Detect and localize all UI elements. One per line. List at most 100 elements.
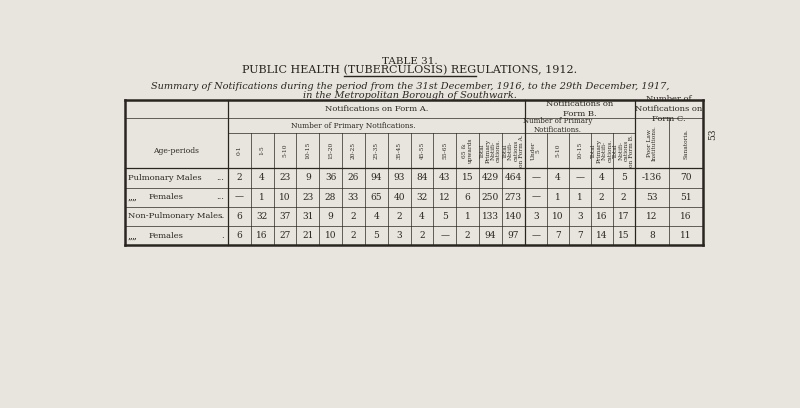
Text: —: — [234, 193, 244, 202]
Text: Number of Primary Notifications.: Number of Primary Notifications. [291, 122, 416, 130]
Text: 17: 17 [618, 212, 630, 221]
Text: 25-35: 25-35 [374, 142, 378, 159]
Text: 9: 9 [305, 173, 310, 182]
Text: 20-25: 20-25 [351, 142, 356, 159]
Text: Poor Law
Institutions.: Poor Law Institutions. [646, 125, 657, 161]
Text: Total
Notifi-
cations
on Form B.: Total Notifi- cations on Form B. [613, 134, 634, 167]
Text: ...: ... [216, 174, 224, 182]
Text: .: . [222, 232, 224, 239]
Text: 53: 53 [646, 193, 658, 202]
Text: 40: 40 [394, 193, 405, 202]
Text: Number of Primary
Notifications.: Number of Primary Notifications. [523, 117, 593, 135]
Text: 2: 2 [465, 231, 470, 240]
Text: 4: 4 [555, 173, 561, 182]
Text: Non-Pulmonary Males: Non-Pulmonary Males [128, 213, 222, 220]
Text: 6: 6 [237, 212, 242, 221]
Text: 464: 464 [505, 173, 522, 182]
Text: Notifications on Form A.: Notifications on Form A. [325, 105, 428, 113]
Text: 3: 3 [396, 231, 402, 240]
Text: „„: „„ [128, 231, 138, 240]
Text: 5-10: 5-10 [555, 144, 560, 157]
Text: 429: 429 [482, 173, 499, 182]
Text: „„: „„ [128, 193, 138, 202]
Text: Pulmonary Males: Pulmonary Males [128, 174, 202, 182]
Text: 10: 10 [325, 231, 336, 240]
Text: 84: 84 [416, 173, 428, 182]
Text: Age-periods: Age-periods [154, 146, 199, 155]
Text: 43: 43 [439, 173, 450, 182]
Text: 2: 2 [621, 193, 626, 202]
Text: 15: 15 [618, 231, 630, 240]
Text: 2: 2 [237, 173, 242, 182]
Text: 6: 6 [237, 231, 242, 240]
Text: 36: 36 [325, 173, 336, 182]
Text: 70: 70 [680, 173, 692, 182]
Text: 26: 26 [348, 173, 359, 182]
Text: 12: 12 [439, 193, 450, 202]
Text: 2: 2 [350, 231, 356, 240]
Text: 12: 12 [646, 212, 658, 221]
Text: 2: 2 [599, 193, 605, 202]
Text: 65: 65 [370, 193, 382, 202]
Text: 3: 3 [533, 212, 538, 221]
Text: 32: 32 [257, 212, 268, 221]
Text: 3: 3 [577, 212, 582, 221]
Text: ..: .. [218, 213, 224, 220]
Text: 53: 53 [709, 128, 718, 140]
Text: 10-15: 10-15 [578, 142, 582, 159]
Text: —: — [531, 231, 540, 240]
Text: 2: 2 [396, 212, 402, 221]
Text: 28: 28 [325, 193, 336, 202]
Text: 2: 2 [350, 212, 356, 221]
Text: Total
Notifi-
cations
on Form A.: Total Notifi- cations on Form A. [502, 134, 524, 167]
Text: 32: 32 [416, 193, 427, 202]
Text: 140: 140 [505, 212, 522, 221]
Text: 10-15: 10-15 [306, 142, 310, 159]
Text: 65 &
upwards: 65 & upwards [462, 138, 473, 163]
Text: —: — [531, 193, 540, 202]
Text: 1-5: 1-5 [260, 146, 265, 155]
Text: 5: 5 [442, 212, 448, 221]
Text: 14: 14 [596, 231, 607, 240]
Text: 4: 4 [374, 212, 379, 221]
Text: 23: 23 [279, 173, 290, 182]
Text: 8: 8 [649, 231, 654, 240]
Text: -136: -136 [642, 173, 662, 182]
Text: Females: Females [148, 232, 183, 239]
Text: 4: 4 [419, 212, 425, 221]
Text: 51: 51 [680, 193, 692, 202]
Text: —: — [440, 231, 450, 240]
Text: 97: 97 [507, 231, 519, 240]
Text: 7: 7 [555, 231, 561, 240]
Text: 1: 1 [465, 212, 470, 221]
Text: 1: 1 [577, 193, 582, 202]
Text: 9: 9 [328, 212, 334, 221]
Text: Summary of Notifications during the period from the 31st December, 1916, to the : Summary of Notifications during the peri… [150, 82, 670, 91]
Text: 10: 10 [552, 212, 563, 221]
Text: PUBLIC HEALTH (TUBERCULOSIS) REGULATIONS, 1912.: PUBLIC HEALTH (TUBERCULOSIS) REGULATIONS… [242, 65, 578, 75]
Text: Females: Females [148, 193, 183, 201]
Text: 94: 94 [485, 231, 496, 240]
Text: 16: 16 [596, 212, 607, 221]
Text: 35-45: 35-45 [397, 142, 402, 159]
Text: Sanatoria.: Sanatoria. [683, 128, 688, 159]
Text: 16: 16 [256, 231, 268, 240]
Text: 37: 37 [279, 212, 290, 221]
Text: 5-10: 5-10 [282, 144, 287, 157]
Text: 23: 23 [302, 193, 314, 202]
Text: 31: 31 [302, 212, 314, 221]
Text: 21: 21 [302, 231, 314, 240]
Text: 273: 273 [505, 193, 522, 202]
Text: 0-1: 0-1 [237, 146, 242, 155]
Text: Total
Primary
Notifi-
cations.: Total Primary Notifi- cations. [591, 139, 612, 163]
Text: —: — [575, 173, 584, 182]
Text: 45-55: 45-55 [419, 142, 425, 159]
Text: 93: 93 [394, 173, 405, 182]
Text: 94: 94 [370, 173, 382, 182]
Text: 4: 4 [599, 173, 605, 182]
Text: 5: 5 [374, 231, 379, 240]
Text: 33: 33 [348, 193, 359, 202]
Text: 16: 16 [680, 212, 692, 221]
Text: 1: 1 [555, 193, 561, 202]
Text: 15-20: 15-20 [328, 142, 333, 159]
